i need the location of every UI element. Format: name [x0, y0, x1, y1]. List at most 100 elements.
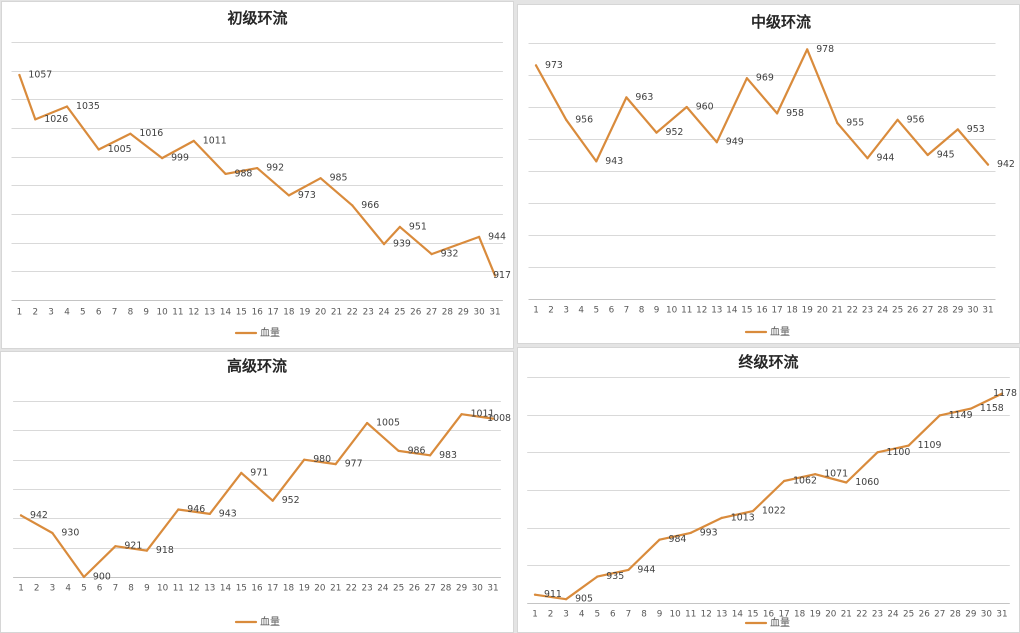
data-label: 971: [250, 467, 268, 478]
data-point: [715, 141, 718, 144]
x-tick-label: 9: [143, 308, 149, 318]
x-tick-label: 16: [763, 610, 775, 620]
x-tick-label: 3: [50, 584, 56, 594]
x-tick-label: 18: [283, 308, 294, 318]
chart-panel-advanced[interactable]: 高级环流 1 2 3 4 5 6 7 8 9 10 11 12 13 14 15 16 17 18 19 20 21 22…: [0, 351, 514, 633]
x-tick-label: 2: [32, 308, 38, 318]
x-tick-label: 5: [81, 584, 87, 594]
x-tick-label: 22: [347, 308, 358, 318]
x-tick-label: 1: [18, 584, 24, 594]
x-tick-label: 12: [701, 610, 712, 620]
x-tick-label: 29: [965, 610, 976, 620]
data-label: 1005: [376, 418, 400, 429]
x-tick-label: 27: [934, 610, 945, 620]
data-label: 977: [345, 459, 363, 470]
data-point: [720, 516, 723, 519]
chart-legend: 血量: [234, 615, 280, 628]
x-tick-label: 7: [112, 308, 118, 318]
data-point: [814, 473, 817, 476]
x-tick-label: 8: [641, 610, 647, 620]
data-point: [429, 454, 432, 457]
series-line: [533, 392, 1004, 601]
data-label: 946: [187, 504, 205, 515]
data-point: [926, 153, 929, 157]
data-point: [986, 163, 990, 166]
data-label: 942: [997, 159, 1015, 170]
x-tick-label: 14: [732, 610, 744, 620]
data-point: [876, 451, 879, 454]
data-point: [271, 499, 274, 502]
data-label: 930: [61, 528, 79, 539]
x-tick-label: 7: [113, 584, 119, 594]
data-point: [776, 112, 779, 115]
data-point: [534, 64, 538, 67]
data-label: 1035: [76, 101, 100, 112]
chart-panel-intermediate[interactable]: 中级环流 1 2 3 4 5 6 7 8 9 10 11 12 13 14 15 16 17 18 19 20 21 22…: [517, 4, 1020, 344]
x-tick-label: 7: [624, 306, 630, 316]
data-label: 992: [266, 163, 284, 174]
data-label: 1005: [108, 144, 132, 155]
data-label: 985: [330, 173, 348, 184]
data-label: 1178: [993, 388, 1017, 399]
data-label: 1026: [44, 114, 68, 125]
data-point: [806, 48, 809, 51]
x-tick-label: 18: [794, 610, 805, 620]
data-label: 944: [637, 564, 655, 575]
data-label: 900: [93, 572, 111, 583]
data-point: [287, 194, 290, 197]
x-tick-label: 6: [610, 610, 616, 620]
x-tick-label: 12: [188, 308, 199, 318]
x-tick-label: 13: [711, 306, 722, 316]
x-tick-label: 22: [856, 610, 867, 620]
data-label: 1057: [28, 70, 52, 81]
x-tick-label: 4: [578, 306, 584, 316]
x-tick-label: 7: [626, 610, 632, 620]
line-chart: 1 2 3 4 5 6 7 8 9 10 11 12 13 14 15 16 17 18 19 20 21 22 23 24 2…: [527, 377, 1017, 629]
data-point: [685, 105, 688, 109]
x-tick-label: 15: [741, 306, 752, 316]
x-tick-label: 22: [346, 584, 357, 594]
chart-panel-final[interactable]: 终级环流 1 2 3 4 5 6 7 8 9 10 11 12 13 14 15 16 17 18 19 20 21 22…: [517, 347, 1020, 633]
data-point: [689, 531, 692, 534]
x-tick-label: 26: [410, 308, 422, 318]
x-tick-label: 19: [810, 610, 821, 620]
x-tick-label: 3: [563, 610, 569, 620]
data-point: [97, 148, 100, 151]
data-point: [907, 444, 910, 447]
data-label: 952: [282, 495, 300, 506]
chart-panel-primary[interactable]: 初级环流 1 2 3 4 5 6 7 8 9 10 11 12 13 14 15 16 17 18 19 20 21 22…: [1, 1, 514, 349]
data-label: 921: [124, 541, 142, 552]
data-point: [625, 96, 628, 99]
x-tick-label: 9: [654, 306, 660, 316]
x-tick-label: 30: [967, 306, 979, 316]
data-point: [836, 121, 839, 125]
x-tick-label: 9: [144, 584, 150, 594]
data-point: [493, 274, 497, 277]
data-point: [969, 407, 972, 410]
x-tick-label: 27: [424, 584, 435, 594]
x-tick-label: 20: [315, 308, 327, 318]
x-tick-label: 19: [802, 306, 813, 316]
data-point: [177, 508, 180, 511]
x-tick-label: 27: [426, 308, 437, 318]
data-point: [491, 417, 495, 420]
data-label: 984: [669, 534, 687, 545]
x-tick-label: 2: [548, 610, 554, 620]
chart-legend: 血量: [744, 616, 790, 629]
data-point: [145, 549, 148, 552]
data-label: 1060: [855, 477, 879, 488]
x-tick-label: 28: [937, 306, 948, 316]
x-tick-label: 6: [609, 306, 615, 316]
x-tick-label: 18: [786, 306, 797, 316]
x-tick-label: 10: [157, 584, 169, 594]
data-label: 1071: [824, 469, 848, 480]
x-tick-label: 3: [563, 306, 569, 316]
chart-title: 高级环流: [226, 357, 287, 375]
x-tick-label: 23: [872, 610, 883, 620]
chart-title: 终级环流: [738, 353, 799, 371]
data-point: [51, 531, 54, 535]
data-label: 945: [937, 150, 955, 161]
data-label: 944: [488, 231, 506, 242]
data-point: [430, 253, 433, 256]
x-tick-label: 30: [473, 308, 485, 318]
